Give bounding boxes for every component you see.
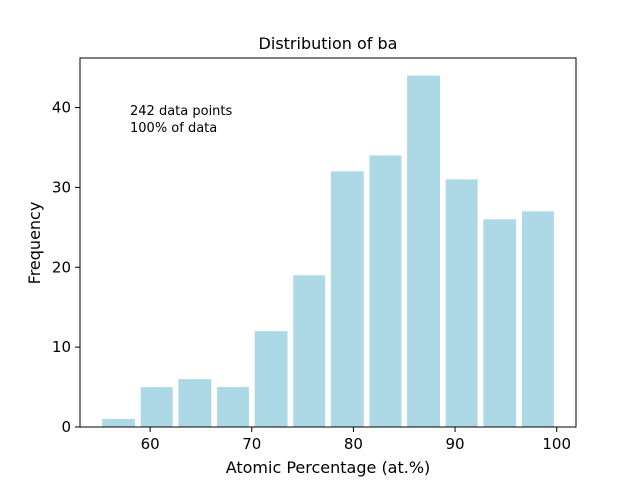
y-tick-label-2: 20	[52, 258, 71, 276]
plot-frame	[79, 57, 577, 428]
bar-6	[330, 171, 364, 427]
bar-4	[254, 331, 288, 427]
chart-title: Distribution of ba	[259, 34, 398, 53]
annotation-data-points: 242 data points	[130, 104, 233, 119]
y-tick-label-0: 0	[61, 418, 71, 436]
bar-10	[483, 219, 517, 427]
x-tick-label-3: 90	[446, 435, 465, 453]
bar-11	[521, 211, 554, 427]
y-tick-label-1: 10	[52, 338, 71, 356]
bar-7	[369, 155, 402, 427]
bar-8	[407, 75, 440, 427]
x-tick-label-4: 100	[542, 435, 571, 453]
y-tick-label-3: 30	[52, 178, 71, 196]
x-axis-label: Atomic Percentage (at.%)	[226, 458, 431, 477]
bar-3	[216, 387, 249, 427]
bar-9	[445, 179, 478, 427]
x-axis-ticks: 60 70 80 90 100	[141, 427, 571, 453]
y-axis-ticks: 0 10 20 30 40	[52, 99, 80, 436]
x-tick-label-2: 80	[344, 435, 363, 453]
bar-1	[140, 387, 173, 427]
x-tick-label-0: 60	[141, 435, 160, 453]
x-tick-label-1: 70	[242, 435, 261, 453]
annotation-percent-data: 100% of data	[130, 121, 217, 136]
bar-2	[178, 379, 212, 427]
y-axis-label: Frequency	[25, 202, 44, 285]
bars-group	[102, 75, 554, 427]
y-tick-label-4: 40	[52, 99, 71, 117]
bar-5	[293, 275, 326, 427]
bar-0	[102, 419, 136, 427]
